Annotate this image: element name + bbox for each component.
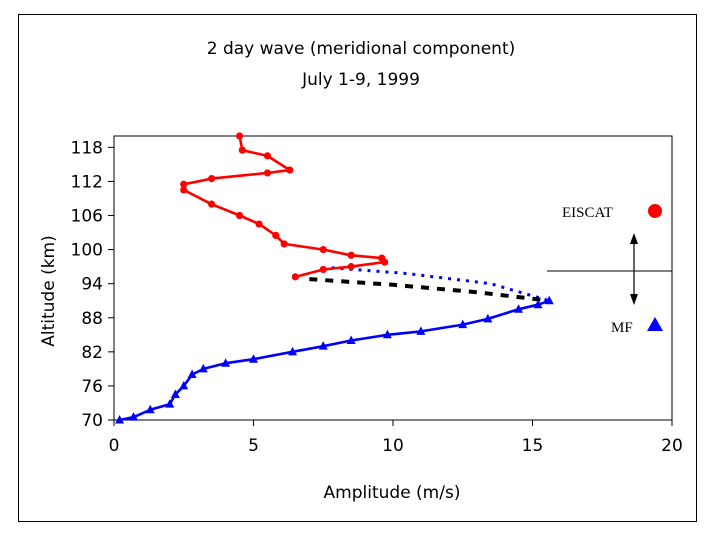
legend-mf-marker [647,317,663,331]
data-point-eiscat [255,220,263,228]
data-point-mf [129,412,139,421]
data-point-mf [198,363,208,373]
data-point-eiscat [291,273,299,281]
chart-subtitle: July 1-9, 1999 [301,70,420,90]
data-point-mf [288,346,298,356]
x-tick-label: 15 [522,436,544,456]
data-point-mf [221,358,231,367]
y-tick-label: 94 [81,275,103,295]
x-tick-labels: 0 5 10 15 20 [109,420,683,456]
legend-eiscat-marker [648,204,662,218]
legend-arrow-up-icon [630,233,638,244]
data-point-mf [179,380,189,390]
y-tick-labels: 70 76 82 88 94 100 106 112 118 [71,138,114,431]
data-point-eiscat [263,152,272,160]
data-point-mf [458,319,468,329]
overlay-dotted-line [331,266,550,303]
x-tick-label: 10 [382,436,404,456]
y-axis-label: Altitude (km) [39,235,59,347]
chart-frame: 2 day wave (meridional component) July 1… [18,14,697,522]
y-tick-label: 76 [81,377,103,397]
y-tick-label: 106 [71,207,103,227]
data-point-mf [544,295,554,305]
plot-area-border [113,135,673,421]
data-point-mf [514,304,524,313]
y-tick-label: 100 [71,241,103,261]
data-point-eiscat [238,146,246,154]
data-point-mf [483,313,493,323]
x-tick-label: 20 [661,436,683,456]
data-point-mf [346,335,356,344]
data-point-eiscat [381,258,389,266]
data-point-mf [165,399,175,408]
chart-svg: 2 day wave (meridional component) July 1… [39,39,683,503]
chart-title: 2 day wave (meridional component) [207,39,516,59]
data-point-mf [318,341,328,350]
y-tick-label: 118 [71,138,103,158]
data-point-eiscat [208,200,216,208]
data-point-eiscat [319,265,327,274]
y-tick-label: 112 [71,172,103,192]
y-tick-label: 88 [81,309,103,329]
data-point-eiscat [286,166,294,174]
x-tick-label: 0 [109,436,120,456]
y-tick-label: 82 [81,343,103,363]
axes-layer [113,135,673,421]
legend-arrow-down-icon [630,294,638,305]
data-point-eiscat [180,180,188,188]
data-point-eiscat [280,240,288,248]
y-tick-label: 70 [81,411,103,431]
data-point-eiscat [347,251,355,259]
legend-eiscat-label: EISCAT [562,205,613,221]
data-point-eiscat [180,186,188,194]
data-point-eiscat [347,263,355,271]
series-layer [115,132,554,424]
x-tick-label: 5 [248,436,259,456]
data-point-mf [145,404,155,414]
data-point-mf [416,326,426,335]
series-line-mf [119,299,550,422]
data-point-eiscat [272,231,280,239]
data-point-mf [249,354,258,363]
data-point-mf [170,389,180,398]
data-point-mf [533,299,543,309]
data-point-mf [382,329,392,339]
x-axis-label: Amplitude (m/s) [324,483,461,503]
data-point-mf [115,415,125,424]
data-point-eiscat [235,211,244,220]
legend-mf-label: MF [611,320,633,336]
overlay-dashed-line [309,277,550,303]
data-point-eiscat [263,169,272,177]
data-point-eiscat [319,246,327,254]
data-point-eiscat [208,175,216,183]
data-point-mf [187,369,197,379]
data-point-eiscat [235,132,244,140]
